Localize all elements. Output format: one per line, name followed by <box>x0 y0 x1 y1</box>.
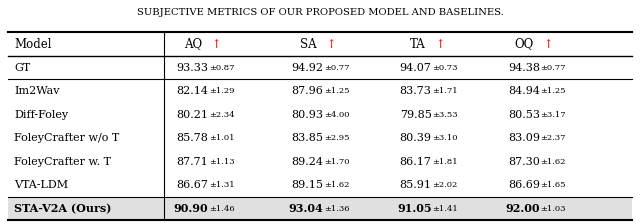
Text: ±1.25: ±1.25 <box>540 87 566 95</box>
Text: 91.05: 91.05 <box>397 203 431 214</box>
Text: ↑: ↑ <box>323 38 337 51</box>
Text: 83.85: 83.85 <box>291 133 323 143</box>
Text: 87.96: 87.96 <box>291 86 323 96</box>
Text: Model: Model <box>14 38 52 51</box>
Text: 80.21: 80.21 <box>177 110 209 120</box>
Text: 87.30: 87.30 <box>508 157 540 167</box>
Text: 83.09: 83.09 <box>508 133 540 143</box>
Text: GT: GT <box>14 63 30 73</box>
Text: ±1.62: ±1.62 <box>324 181 349 189</box>
Text: 86.17: 86.17 <box>399 157 431 167</box>
Text: TA: TA <box>410 38 425 51</box>
Text: Im2Wav: Im2Wav <box>14 86 60 96</box>
Text: ±1.62: ±1.62 <box>540 158 566 166</box>
Text: ±0.73: ±0.73 <box>432 64 458 72</box>
Text: 82.14: 82.14 <box>177 86 209 96</box>
Text: 94.38: 94.38 <box>508 63 540 73</box>
Text: ±1.25: ±1.25 <box>324 87 349 95</box>
Text: 89.15: 89.15 <box>291 180 323 190</box>
Text: 92.00: 92.00 <box>506 203 540 214</box>
Text: ±1.81: ±1.81 <box>432 158 458 166</box>
Text: ±1.03: ±1.03 <box>540 205 566 213</box>
Text: ±2.37: ±2.37 <box>540 134 566 142</box>
Text: 86.69: 86.69 <box>508 180 540 190</box>
Text: ↑: ↑ <box>540 38 554 51</box>
Text: 94.07: 94.07 <box>399 63 431 73</box>
Text: STA-V2A (Ours): STA-V2A (Ours) <box>14 203 111 214</box>
Text: ±1.41: ±1.41 <box>432 205 458 213</box>
Text: 93.04: 93.04 <box>289 203 323 214</box>
Text: ±0.87: ±0.87 <box>209 64 235 72</box>
Text: ±1.65: ±1.65 <box>540 181 566 189</box>
Text: SUBJECTIVE METRICS OF OUR PROPOSED MODEL AND BASELINES.: SUBJECTIVE METRICS OF OUR PROPOSED MODEL… <box>136 8 504 17</box>
Text: VTA-LDM: VTA-LDM <box>14 180 68 190</box>
Text: ±1.36: ±1.36 <box>324 205 349 213</box>
Text: ±1.46: ±1.46 <box>209 205 235 213</box>
Text: ±1.01: ±1.01 <box>209 134 235 142</box>
Text: ±1.70: ±1.70 <box>324 158 349 166</box>
Text: 87.71: 87.71 <box>177 157 209 167</box>
Text: ±1.31: ±1.31 <box>209 181 235 189</box>
Text: 85.91: 85.91 <box>399 180 431 190</box>
Text: FoleyCrafter w/o T: FoleyCrafter w/o T <box>14 133 120 143</box>
Text: ±2.95: ±2.95 <box>324 134 349 142</box>
Text: Diff-Foley: Diff-Foley <box>14 110 68 120</box>
Text: FoleyCrafter w. T: FoleyCrafter w. T <box>14 157 111 167</box>
Text: SA: SA <box>300 38 317 51</box>
Text: 80.53: 80.53 <box>508 110 540 120</box>
Text: 93.33: 93.33 <box>177 63 209 73</box>
Text: 90.90: 90.90 <box>174 203 209 214</box>
Text: ±1.71: ±1.71 <box>432 87 458 95</box>
Text: 86.67: 86.67 <box>177 180 209 190</box>
Text: ↑: ↑ <box>209 38 222 51</box>
Text: ±3.17: ±3.17 <box>540 111 566 119</box>
Text: ±2.02: ±2.02 <box>432 181 458 189</box>
Text: ±4.00: ±4.00 <box>324 111 349 119</box>
Text: 80.93: 80.93 <box>291 110 323 120</box>
Text: 83.73: 83.73 <box>399 86 431 96</box>
Bar <box>8 197 632 220</box>
Text: 79.85: 79.85 <box>399 110 431 120</box>
Text: ↑: ↑ <box>431 38 445 51</box>
Text: 89.24: 89.24 <box>291 157 323 167</box>
Text: ±3.10: ±3.10 <box>432 134 458 142</box>
Text: ±0.77: ±0.77 <box>324 64 349 72</box>
Text: ±3.53: ±3.53 <box>432 111 458 119</box>
Text: 80.39: 80.39 <box>399 133 431 143</box>
Text: ±1.29: ±1.29 <box>209 87 235 95</box>
Text: 84.94: 84.94 <box>508 86 540 96</box>
Text: AQ: AQ <box>184 38 202 51</box>
Text: ±2.34: ±2.34 <box>209 111 235 119</box>
Text: 94.92: 94.92 <box>291 63 323 73</box>
Text: OQ: OQ <box>514 38 534 51</box>
Text: ±0.77: ±0.77 <box>540 64 566 72</box>
Text: 85.78: 85.78 <box>177 133 209 143</box>
Text: ±1.13: ±1.13 <box>209 158 235 166</box>
